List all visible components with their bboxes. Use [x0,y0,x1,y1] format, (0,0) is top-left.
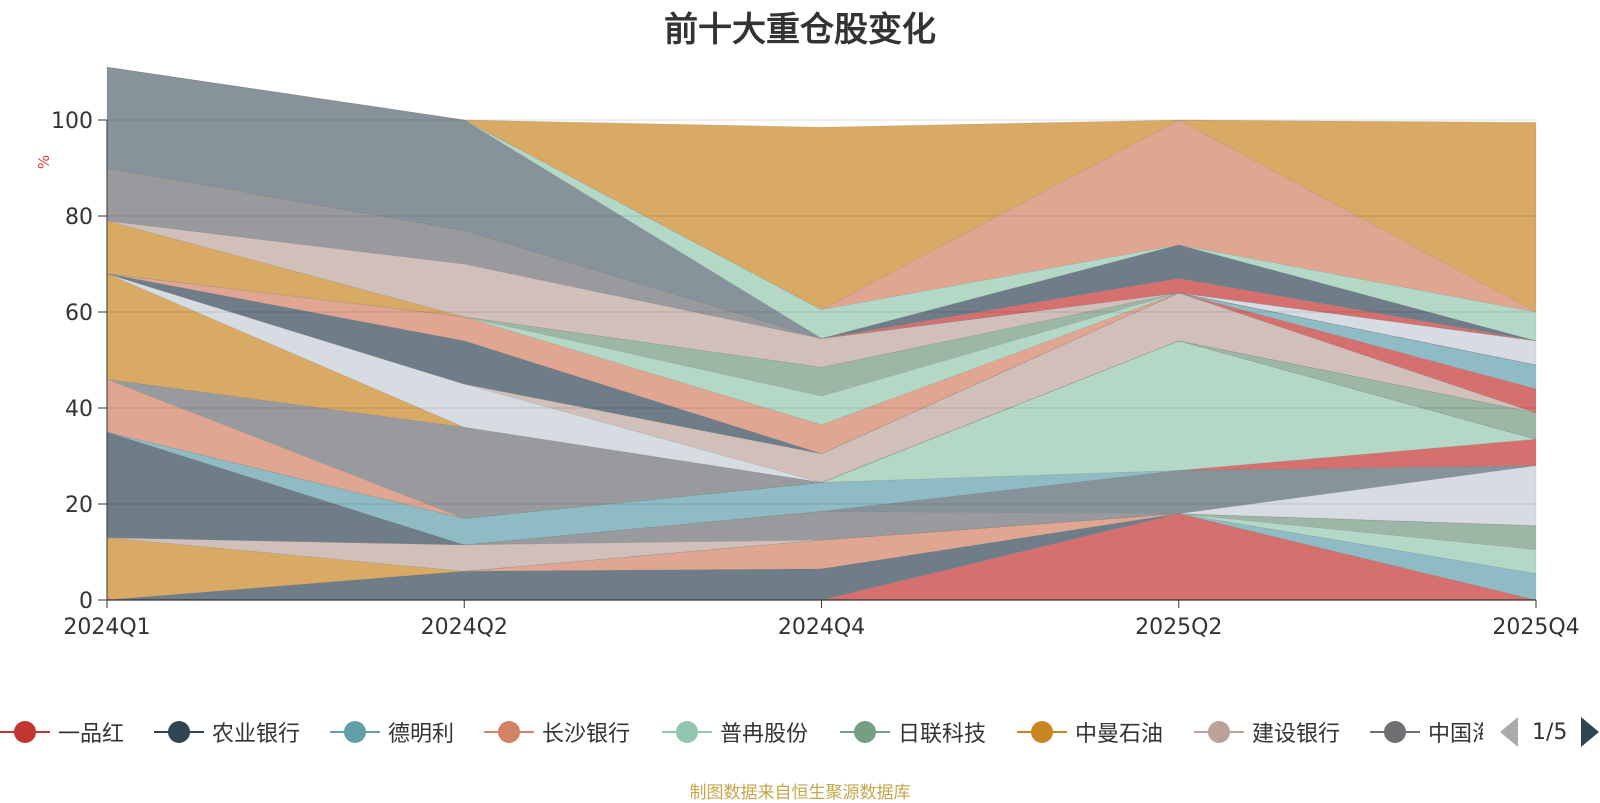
y-tick-label-60: 60 [65,301,93,326]
legend-label: 长沙银行 [542,722,631,747]
source-note: 制图数据来自恒生聚源数据库 [689,783,911,803]
legend-label: 普冉股份 [720,722,809,747]
legend-item-2[interactable]: 农业银行 [154,712,300,752]
legend-label: 中曼石油 [1075,722,1164,747]
y-tick-label-80: 80 [65,205,93,230]
legend-item-3[interactable]: 德明利 [330,712,454,752]
area-series-39 [106,66,1537,313]
legend-swatch-icon [1194,720,1244,744]
area-series-3 [106,513,1537,601]
legend-items: 一品红 农业银行 德明利 长沙银行 普冉股份 日联科技 中曼石油 建设银行 中国海油 [0,712,1483,752]
legend-item-9[interactable]: 中国海油 [1370,712,1483,752]
legend-item-5[interactable]: 普冉股份 [662,712,808,752]
legend-item-1[interactable]: 一品红 [0,712,124,752]
y-axis-unit-label: % [35,155,53,169]
legend-label: 农业银行 [212,722,301,747]
legend-label: 德明利 [388,722,455,747]
x-tick-label-2024Q2: 2024Q2 [421,615,508,640]
y-tick-label-20: 20 [65,493,93,518]
legend-item-4[interactable]: 长沙银行 [484,712,630,752]
y-tick-label-100: 100 [51,109,93,134]
legend-prev-page-icon[interactable] [1500,717,1518,747]
legend-label: 建设银行 [1252,722,1341,747]
x-tick-label-2025Q2: 2025Q2 [1135,615,1222,640]
legend-item-8[interactable]: 建设银行 [1194,712,1340,752]
legend-swatch-icon [0,720,50,744]
legend-swatch-icon [484,720,534,744]
legend-label: 中国海油 [1428,722,1483,747]
area-series-31 [106,220,1537,366]
legend-swatch-icon [1370,720,1420,744]
legend-next-page-icon[interactable] [1581,717,1600,747]
legend-page-indicator: 1/5 [1532,719,1568,745]
chart-legend: 一品红 农业银行 德明利 长沙银行 普冉股份 日联科技 中曼石油 建设银行 中国海油 1/5 [0,712,1600,752]
legend-item-6[interactable]: 日联科技 [840,712,986,752]
legend-swatch-icon [154,720,204,744]
legend-label: 一品红 [58,722,125,747]
chart-title: 前十大重仓股变化 [664,10,936,50]
y-tick-label-0: 0 [79,589,93,614]
legend-pager: 1/5 [1500,712,1600,752]
y-tick-label-40: 40 [65,397,93,422]
x-tick-label-2024Q1: 2024Q1 [63,615,150,640]
legend-swatch-icon [1017,720,1067,744]
area-series-10 [106,465,1537,546]
x-tick-label-2024Q4: 2024Q4 [778,615,865,640]
area-chart: 0 20 40 60 80 100 2024Q1 2024Q2 2024Q4 2025Q2 2025… [35,66,1580,640]
legend-swatch-icon [330,720,380,744]
legend-item-7[interactable]: 中曼石油 [1017,712,1163,752]
legend-label: 日联科技 [898,722,987,747]
legend-swatch-icon [662,720,712,744]
legend-swatch-icon [840,720,890,744]
x-tick-label-2025Q4: 2025Q4 [1492,615,1579,640]
